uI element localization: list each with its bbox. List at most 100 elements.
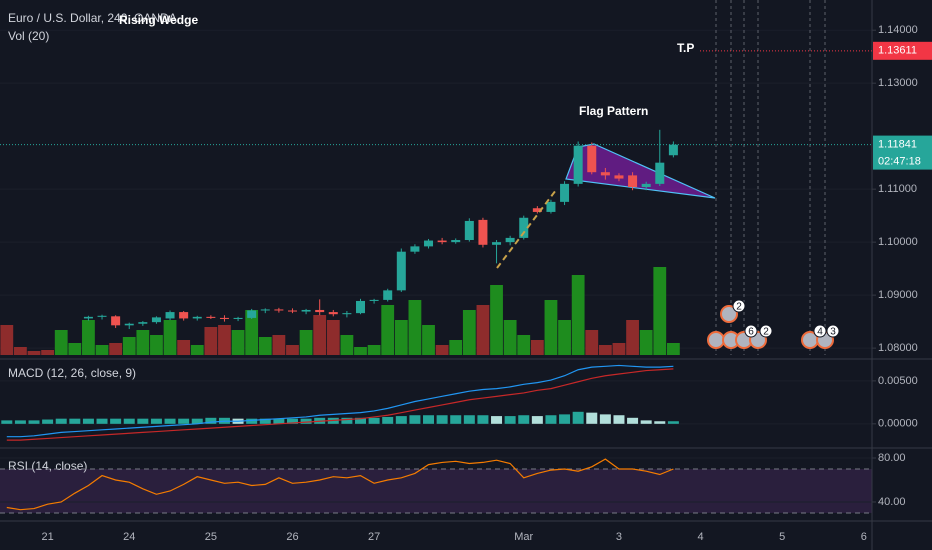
candle-body (600, 172, 610, 176)
event-count: 6 (748, 327, 754, 338)
y-tick-label: 1.08000 (878, 342, 918, 354)
volume-bar (612, 343, 626, 355)
histogram-bar (354, 417, 366, 424)
x-tick-label: 4 (698, 531, 704, 543)
histogram-bar (191, 418, 203, 424)
candle-body (328, 312, 338, 315)
event-icon (720, 305, 738, 323)
histogram-bar (123, 418, 135, 424)
x-tick-label: 25 (205, 531, 217, 543)
candle-body (247, 310, 257, 318)
candle-body (628, 175, 638, 188)
volume-bar (544, 300, 558, 355)
candle-body (437, 240, 447, 243)
histogram-bar (450, 415, 462, 424)
candle-body (151, 317, 161, 323)
x-tick-label: Mar (514, 531, 533, 543)
candle-body (111, 316, 121, 326)
candle-body (614, 175, 624, 179)
y-tick-label: 1.14000 (878, 24, 918, 36)
candle-body (519, 217, 529, 238)
y-tick-label: 0.00500 (878, 375, 918, 387)
y-tick-label: 1.09000 (878, 289, 918, 301)
histogram-bar (640, 420, 652, 424)
volume-bar (286, 345, 299, 355)
volume-bar (639, 330, 653, 355)
histogram-bar (137, 418, 149, 424)
volume-bar (68, 343, 82, 355)
annotation: Flag Pattern (579, 104, 648, 118)
histogram-bar (382, 416, 394, 424)
candle-body (342, 313, 352, 315)
rsi-band (0, 469, 872, 513)
histogram-bar (300, 418, 312, 424)
wedge-line (496, 189, 557, 269)
candle-body (641, 183, 651, 188)
y-tick-label: 0.00000 (878, 418, 918, 430)
histogram-bar (436, 415, 448, 424)
candle-body (505, 237, 515, 243)
candle-body (355, 300, 365, 314)
candle-body (396, 251, 406, 291)
volume-bar (0, 325, 14, 355)
event-badge (826, 324, 840, 338)
histogram-bar (205, 417, 217, 424)
volume-bar (449, 340, 463, 355)
candle-body (260, 309, 270, 311)
candle-body (478, 219, 488, 245)
event-badge (759, 324, 773, 338)
volume-bar (204, 327, 218, 355)
price-label-box (873, 41, 932, 60)
candle-body (274, 309, 284, 311)
histogram-bar (69, 418, 81, 424)
candle-body (315, 309, 325, 313)
histogram-bar (82, 418, 94, 424)
candle-body (492, 242, 502, 245)
volume-bar (381, 305, 395, 355)
histogram-bar (42, 419, 54, 424)
volume-bar (109, 343, 123, 355)
histogram-bar (110, 418, 122, 424)
volume-bar (626, 320, 639, 355)
candle-body (587, 145, 597, 173)
histogram-bar (586, 412, 598, 424)
histogram-bar (14, 420, 26, 424)
volume-bar (190, 345, 204, 355)
volume-bar (231, 330, 245, 355)
histogram-bar (667, 421, 679, 424)
volume-bar (313, 315, 327, 355)
histogram-bar (477, 415, 489, 424)
y-tick-label: 80.00 (878, 452, 906, 464)
volume-bar (82, 320, 95, 355)
candle-body (546, 201, 556, 212)
histogram-bar (613, 415, 625, 424)
volume-bar (571, 275, 585, 355)
candle-body (192, 316, 202, 319)
volume-bar (422, 325, 435, 355)
candle-body (97, 315, 107, 317)
event-badge (744, 324, 758, 338)
candle-body (233, 317, 243, 319)
candle-body (287, 310, 297, 312)
chart-title: Euro / U.S. Dollar, 240, OANDA (8, 11, 177, 25)
candle-body (560, 183, 570, 202)
volume-bar (367, 345, 381, 355)
histogram-bar (273, 418, 285, 424)
volume-bar (27, 351, 41, 355)
y-tick-label: 1.11000 (878, 183, 917, 195)
volume-bar (558, 320, 571, 355)
volume-bar (462, 310, 476, 355)
histogram-bar (531, 416, 543, 424)
volume-bar (503, 320, 517, 355)
price-label-box (873, 135, 932, 170)
volume-bar (163, 320, 177, 355)
x-tick-label: 5 (779, 531, 785, 543)
histogram-bar (178, 418, 190, 424)
event-count: 3 (830, 327, 836, 338)
histogram-bar (286, 418, 298, 424)
candle-body (165, 312, 175, 319)
volume-bar (517, 335, 531, 355)
candle-body (573, 145, 583, 184)
volume-bar (218, 325, 231, 355)
